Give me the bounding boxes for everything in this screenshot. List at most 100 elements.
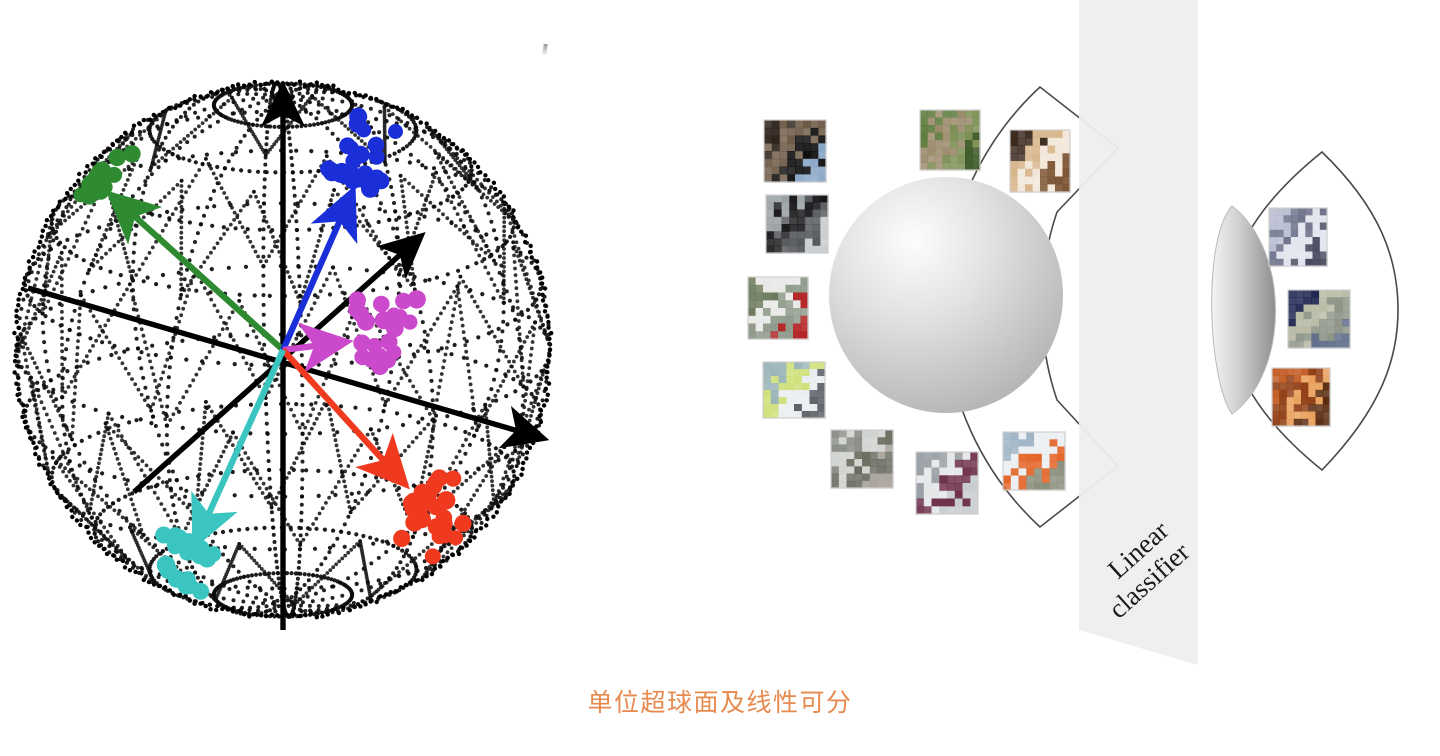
wireframe-dot — [429, 434, 434, 439]
wireframe-dot — [309, 264, 313, 269]
wireframe-dot — [291, 178, 296, 182]
wireframe-dot — [304, 532, 309, 537]
thumb-dog-terrier-pixel — [927, 125, 936, 134]
wireframe-dot — [508, 457, 513, 462]
wireframe-dot — [306, 419, 310, 424]
wireframe-dot — [511, 483, 516, 488]
wireframe-dot — [251, 600, 256, 605]
wireframe-dot — [43, 455, 48, 460]
wireframe-dot — [359, 104, 364, 108]
wireframe-dot — [164, 414, 169, 419]
wireframe-dot — [245, 467, 250, 471]
wireframe-dot — [464, 543, 469, 548]
wireframe-dot — [153, 378, 158, 383]
wireframe-dot — [506, 369, 511, 374]
wireframe-dot — [483, 265, 488, 270]
wireframe-dot — [383, 470, 388, 475]
wireframe-dot — [529, 401, 534, 406]
wireframe-dot — [215, 108, 220, 113]
wireframe-dot — [237, 527, 242, 532]
wireframe-dot — [160, 141, 165, 146]
wireframe-dot — [426, 349, 430, 354]
thumb-car-dark-pixel — [804, 224, 814, 232]
wireframe-dot — [178, 401, 182, 405]
wireframe-dot — [137, 186, 141, 191]
wireframe-dot — [350, 210, 355, 215]
wireframe-dot — [496, 245, 501, 250]
wireframe-dot — [231, 430, 235, 435]
wireframe-dot — [264, 81, 269, 86]
class-green-point — [81, 176, 98, 192]
wireframe-dot — [210, 582, 215, 587]
wireframe-dot — [543, 303, 548, 308]
wireframe-dot — [431, 135, 435, 140]
wireframe-dot — [502, 208, 507, 213]
wireframe-dot — [441, 280, 446, 286]
class-blue-point — [341, 162, 359, 180]
wireframe-dot — [321, 283, 326, 288]
wireframe-dot — [330, 608, 335, 613]
wireframe-dot — [532, 300, 537, 305]
wireframe-dot — [49, 219, 54, 224]
wireframe-dot — [300, 494, 304, 499]
wireframe-dot — [164, 223, 168, 228]
wireframe-dot — [97, 225, 102, 230]
wireframe-dot — [167, 365, 172, 370]
wireframe-dot — [90, 289, 95, 294]
wireframe-dot — [264, 421, 269, 426]
wireframe-dot — [484, 363, 489, 368]
wireframe-dot — [126, 371, 131, 376]
wireframe-dot — [339, 197, 344, 201]
wireframe-dot — [304, 468, 309, 473]
thumb-dog-black-pixel — [787, 166, 796, 175]
wireframe-dot — [236, 92, 241, 97]
wireframe-dot — [120, 414, 125, 420]
wireframe-dot — [17, 291, 23, 297]
wireframe-dot — [159, 551, 163, 556]
thumb-car-dark-pixel — [773, 231, 783, 240]
wireframe-dot — [68, 501, 73, 506]
wireframe-dot — [298, 533, 303, 538]
wireframe-dot — [17, 316, 22, 321]
wireframe-dot — [427, 125, 432, 130]
wireframe-dot — [74, 518, 80, 523]
wireframe-dot — [294, 228, 299, 232]
thumb-dog-black-pixel — [818, 174, 827, 183]
wireframe-dot — [117, 228, 122, 233]
wireframe-dot — [217, 333, 222, 337]
wireframe-dot — [434, 413, 438, 418]
wireframe-dot — [299, 502, 304, 507]
wireframe-dot — [261, 273, 266, 278]
wireframe-dot — [376, 578, 381, 583]
wireframe-dot — [124, 137, 129, 142]
wireframe-dot — [157, 213, 162, 218]
wireframe-dot — [492, 258, 496, 263]
wireframe-dot — [259, 567, 264, 571]
wireframe-dot — [190, 565, 195, 570]
wireframe-dot — [452, 307, 457, 311]
wireframe-dot — [325, 126, 330, 131]
wireframe-dot — [314, 526, 319, 531]
wireframe-dot — [461, 224, 466, 228]
wireframe-dot — [515, 306, 520, 310]
wireframe-dot — [270, 586, 275, 591]
wireframe-dot — [290, 170, 295, 175]
wireframe-dot — [491, 296, 496, 301]
wireframe-dot — [434, 170, 438, 175]
wireframe-dot — [219, 404, 224, 409]
wireframe-dot — [480, 408, 484, 413]
wireframe-dot — [467, 538, 473, 544]
wireframe-dot — [502, 278, 506, 283]
wireframe-dot — [204, 355, 209, 360]
thumb-dog-jack-russell-pixel — [1047, 176, 1056, 185]
wireframe-dot — [306, 274, 310, 279]
wireframe-dot — [122, 565, 128, 570]
wireframe-dot — [379, 475, 384, 479]
wireframe-dot — [453, 224, 458, 228]
wireframe-dot — [120, 361, 125, 366]
wireframe-dot — [416, 349, 420, 354]
wireframe-dot — [150, 245, 155, 250]
wireframe-dot — [29, 321, 33, 326]
wireframe-dot — [493, 186, 498, 192]
wireframe-dot — [105, 530, 110, 534]
